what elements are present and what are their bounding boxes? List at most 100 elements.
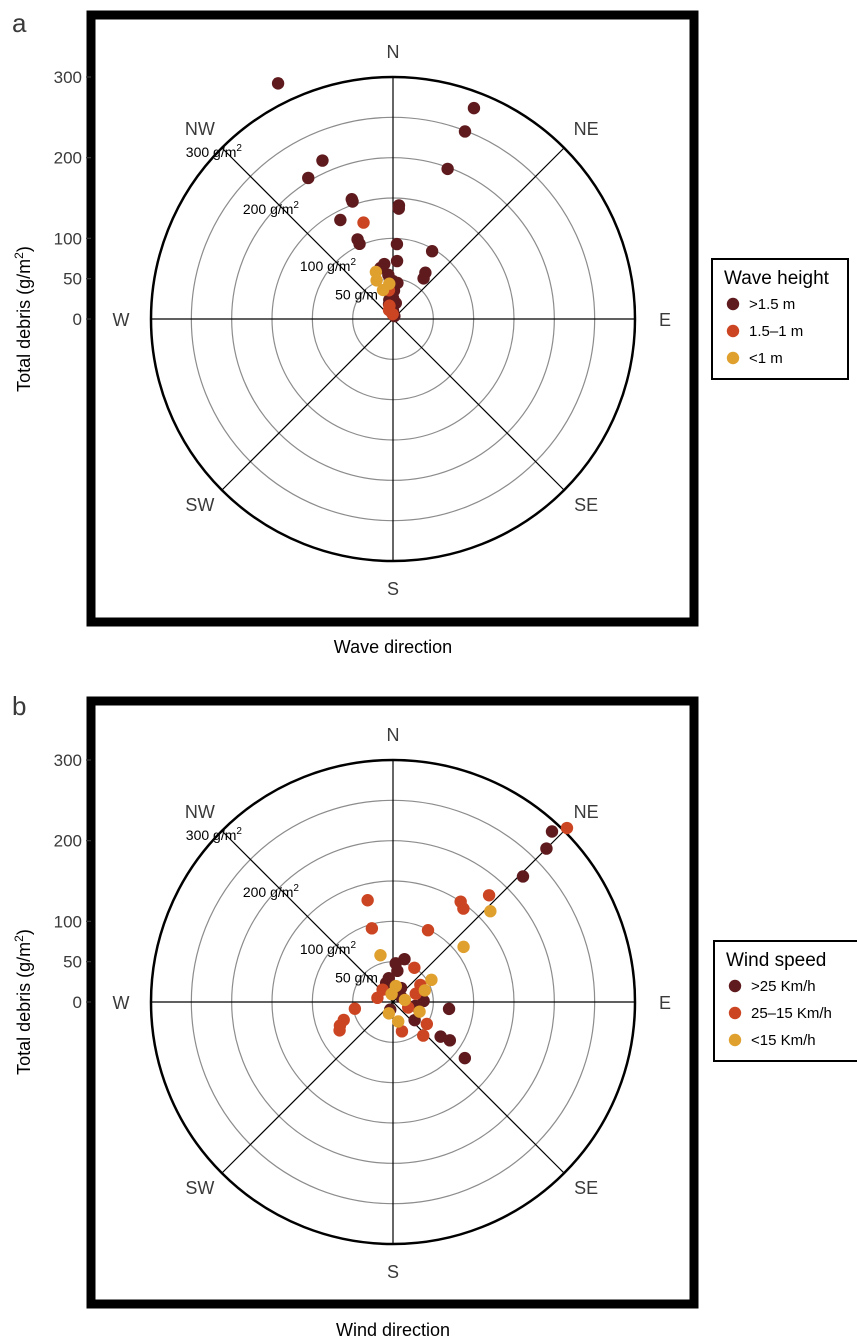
ring-label-sup: 2 — [236, 826, 242, 837]
data-point-series-2 — [418, 984, 432, 997]
data-point-series-0 — [302, 171, 315, 185]
y-axis-label-main: Total debris (g/m — [14, 942, 34, 1075]
ring-label-text: 300 g/m — [186, 827, 237, 843]
ring-label-sup: 2 — [350, 940, 356, 951]
data-point-series-0 — [458, 125, 472, 138]
legend-entry-label: >25 Km/h — [751, 978, 816, 995]
data-point-series-2 — [383, 277, 396, 290]
y-tick-label: 50 — [63, 953, 82, 972]
ring-label-text: 100 g/m — [300, 258, 351, 274]
ring-label-text: 200 g/m — [243, 201, 294, 217]
data-point-series-0 — [442, 1002, 456, 1016]
data-point-series-2 — [374, 949, 387, 962]
direction-label-se: SE — [574, 1178, 598, 1198]
direction-label-n: N — [387, 725, 400, 745]
ring-label-sup: 2 — [293, 883, 299, 894]
y-tick-label: 300 — [54, 68, 82, 87]
ring-label-text: 100 g/m — [300, 941, 351, 957]
ring-label-text: 300 g/m — [186, 144, 237, 160]
data-point-series-0 — [391, 964, 404, 978]
ring-label-sup: 2 — [236, 143, 242, 154]
legend-entry-label: >1.5 m — [749, 296, 795, 313]
ring-label-sup: 2 — [350, 257, 356, 268]
legend-entry-label: 1.5–1 m — [749, 323, 803, 340]
y-tick-label: 200 — [54, 832, 82, 851]
direction-label-nw: NW — [185, 119, 215, 139]
legend-swatch — [726, 351, 740, 365]
data-point-series-2 — [385, 987, 398, 1001]
direction-spoke-se — [392, 1001, 565, 1174]
data-point-series-0 — [392, 202, 405, 215]
direction-label-n: N — [387, 42, 400, 62]
panel-label: b — [12, 691, 26, 721]
y-tick-label: 0 — [73, 993, 82, 1012]
direction-label-e: E — [659, 310, 671, 330]
data-point-series-2 — [425, 973, 438, 987]
panel-label: a — [12, 8, 27, 38]
direction-label-sw: SW — [185, 495, 214, 515]
data-point-series-0 — [540, 842, 553, 855]
y-axis-label: Total debris (g/m2) — [12, 929, 34, 1075]
data-point-series-0 — [353, 237, 366, 251]
direction-label-se: SE — [574, 495, 598, 515]
data-point-series-2 — [484, 905, 497, 918]
direction-spoke-sw — [221, 1001, 394, 1174]
data-point-series-2 — [457, 940, 470, 954]
data-point-series-0 — [316, 154, 329, 167]
y-axis-label-end: ) — [14, 929, 34, 935]
data-point-series-1 — [365, 922, 379, 935]
y-tick-label: 200 — [54, 149, 82, 168]
y-tick-label: 100 — [54, 912, 82, 931]
legend-swatch — [728, 1033, 742, 1047]
data-point-series-1 — [386, 307, 399, 321]
legend-box — [711, 258, 849, 380]
direction-label-w: W — [113, 993, 130, 1013]
y-axis-label-sup: 2 — [12, 935, 26, 942]
direction-spoke-nw — [221, 830, 394, 1003]
direction-label-e: E — [659, 993, 671, 1013]
data-point-series-1 — [482, 889, 496, 902]
y-axis-label: Total debris (g/m2) — [12, 246, 34, 392]
data-point-series-0 — [346, 195, 359, 208]
data-point-series-0 — [398, 952, 411, 966]
legend-entry-label: 25–15 Km/h — [751, 1005, 832, 1022]
data-point-series-1 — [361, 894, 374, 907]
data-point-series-0 — [425, 245, 439, 258]
ring-label: 50 g/m — [335, 969, 378, 985]
data-point-series-0 — [441, 162, 454, 176]
y-axis-label-end: ) — [14, 246, 34, 252]
ring-label-text: 50 g/m — [335, 286, 378, 302]
ring-label: 300 g/m2 — [186, 143, 243, 160]
x-axis-label: Wind direction — [336, 1320, 450, 1340]
ring-label-text: 200 g/m — [243, 884, 294, 900]
data-point-series-0 — [390, 237, 404, 251]
legend-swatch — [728, 979, 742, 993]
ring-label: 300 g/m2 — [186, 826, 243, 843]
data-point-series-1 — [337, 1013, 350, 1027]
data-point-series-1 — [395, 1025, 409, 1038]
direction-spoke-sw — [221, 318, 394, 491]
ring-label: 100 g/m2 — [300, 940, 357, 957]
ring-label-text: 50 g/m — [335, 969, 378, 985]
data-point-series-2 — [370, 274, 383, 287]
y-axis-label-sup: 2 — [12, 252, 26, 259]
legend-swatch — [726, 297, 740, 311]
ring-label: 100 g/m2 — [300, 257, 357, 274]
direction-label-ne: NE — [574, 802, 599, 822]
data-point-series-0 — [443, 1034, 457, 1047]
direction-spoke-se — [392, 318, 565, 491]
data-point-series-2 — [413, 1005, 426, 1018]
ring-label-sup: 2 — [293, 200, 299, 211]
x-axis-label: Wave direction — [334, 637, 452, 657]
legend-entry-label: <1 m — [749, 350, 783, 367]
direction-spoke-ne — [392, 147, 565, 320]
legend-entry-label: <15 Km/h — [751, 1032, 816, 1049]
direction-spoke-ne — [392, 830, 565, 1003]
direction-spoke-nw — [221, 147, 394, 320]
ring-label: 200 g/m2 — [243, 200, 300, 217]
legend-title: Wind speed — [726, 950, 826, 971]
data-point-series-0 — [545, 825, 559, 838]
data-point-series-1 — [420, 1017, 434, 1031]
